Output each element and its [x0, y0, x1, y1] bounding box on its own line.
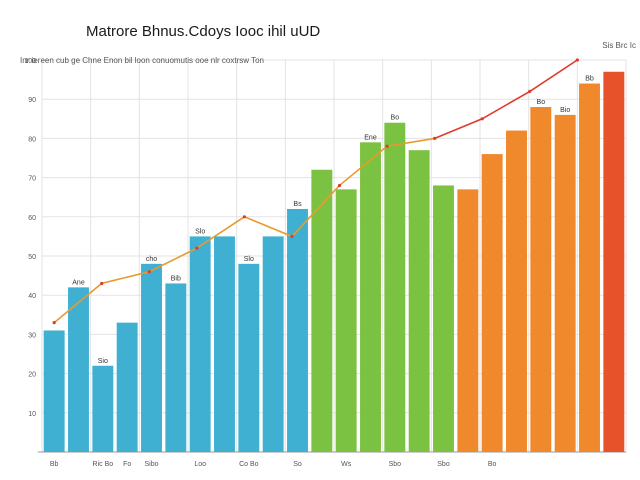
y-tick-label: 50 — [28, 254, 36, 261]
bar — [579, 83, 600, 453]
x-tick-label: Sibo — [144, 461, 158, 468]
bar — [141, 263, 162, 452]
x-tick-label: Ws — [341, 461, 352, 468]
bar — [457, 189, 479, 453]
x-tick-label: Ric Bo — [93, 461, 114, 468]
bar — [408, 150, 430, 452]
corner-label: Sis Brc Ic — [602, 41, 636, 50]
trend-point — [290, 234, 294, 238]
trend-point — [480, 117, 484, 121]
trend-point — [575, 58, 579, 62]
bar — [481, 154, 503, 452]
bar — [433, 185, 454, 452]
y-tick-label: 70 — [28, 176, 36, 183]
trend-point — [195, 246, 199, 250]
trend-point — [337, 183, 342, 188]
bar — [506, 130, 527, 452]
x-tick-label: So — [293, 461, 302, 468]
bar — [116, 322, 138, 452]
x-tick-label: Fo — [123, 461, 131, 468]
bar-data-label: Bo — [391, 115, 400, 122]
bar-data-label: Ane — [72, 279, 85, 286]
bar-data-label: cho — [146, 256, 157, 263]
x-tick-label: Bo — [488, 461, 497, 468]
bar — [287, 208, 308, 452]
bars-layer — [43, 71, 625, 453]
y-tick-label: 30 — [28, 332, 36, 339]
bar — [603, 71, 625, 452]
bar — [238, 263, 260, 452]
bar — [360, 142, 381, 452]
bar — [92, 365, 114, 452]
bar-data-label: Ene — [364, 134, 377, 141]
trend-point — [242, 215, 247, 219]
trend-point — [385, 144, 389, 148]
y-tick-label: 60 — [28, 215, 36, 222]
bar-data-label: Slo — [244, 256, 254, 263]
bar-data-label: Bio — [560, 107, 570, 114]
bar-data-label: Bs — [293, 201, 302, 208]
bar-data-label: Slo — [195, 228, 205, 235]
chart-subtitle: Inr iereen cub ge Chne Enon bil loon con… — [20, 56, 264, 65]
bar — [335, 189, 357, 453]
x-tick-label: Loo — [194, 461, 206, 468]
bar — [68, 287, 89, 452]
y-tick-label: 80 — [28, 136, 36, 143]
bar-data-label: Bo — [537, 99, 546, 106]
bar — [165, 283, 187, 452]
trend-layer — [52, 58, 579, 325]
y-tick-label: 100 — [24, 58, 36, 65]
x-tick-label: Bb — [50, 461, 59, 468]
bar — [189, 236, 211, 452]
trend-line-upper — [434, 59, 578, 140]
trend-point — [528, 89, 532, 93]
bar — [311, 169, 333, 452]
bar — [384, 122, 406, 452]
bar — [530, 107, 552, 452]
x-tick-label: Sbo — [437, 461, 450, 468]
bar — [262, 236, 284, 452]
trend-point — [433, 136, 437, 140]
x-tick-label: Sbo — [389, 461, 402, 468]
bar-data-label: Sio — [98, 358, 108, 365]
trend-point — [52, 321, 56, 325]
x-tick-label: Co Bo — [239, 461, 259, 468]
y-tick-label: 10 — [28, 411, 36, 418]
bar-data-label: Bib — [171, 275, 181, 282]
bar — [214, 236, 235, 452]
y-tick-label: 40 — [28, 293, 36, 300]
bar — [43, 330, 65, 452]
y-tick-label: 20 — [28, 372, 36, 379]
labels-layer: 10 20 30 40 50 60 70 80 90 100 Bb Ane Sio Ric Bo Fo cho… — [24, 58, 594, 468]
trend-point — [147, 270, 151, 274]
trend-point — [100, 281, 104, 286]
y-tick-label: 90 — [28, 97, 36, 104]
chart-title: Matrore Bhnus.Cdoys Iooc ihil uUD — [86, 23, 320, 40]
bar — [554, 114, 576, 452]
bar-data-label: Bb — [585, 76, 594, 83]
